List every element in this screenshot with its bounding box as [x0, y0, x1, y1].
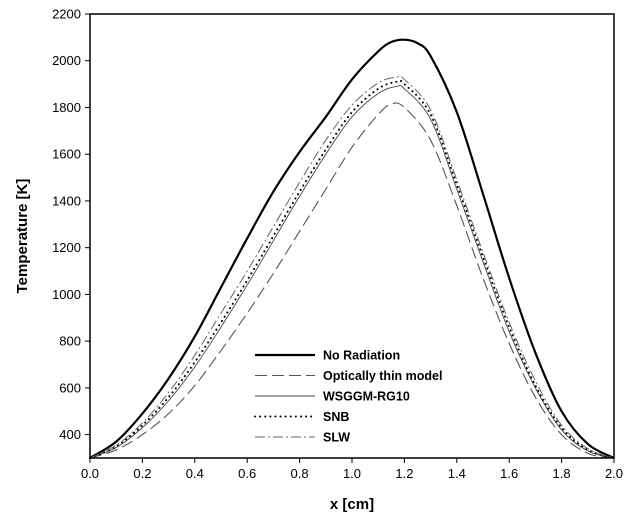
x-tick-label: 0.0 — [81, 466, 99, 481]
y-tick-label: 1800 — [52, 100, 81, 115]
x-tick-label: 0.2 — [133, 466, 151, 481]
y-tick-label: 2200 — [52, 7, 81, 22]
x-tick-label: 1.6 — [500, 466, 518, 481]
legend-label-1: No Radiation — [323, 349, 400, 363]
y-tick-label: 1400 — [52, 193, 81, 208]
x-tick-label: 2.0 — [605, 466, 623, 481]
x-tick-label: 1.4 — [448, 466, 466, 481]
ticks-layer: 0.0 0.2 0.4 0.6 0.8 1.0 1.2 1.4 1.6 1.8 2.0 400 600 8… — [52, 7, 623, 482]
series-line-2 — [89, 102, 615, 459]
x-tick-label: 1.0 — [343, 466, 361, 481]
series-line-3 — [89, 84, 615, 459]
legend-label-4: SNB — [323, 410, 349, 424]
y-tick-label: 1000 — [52, 287, 81, 302]
series-layer — [89, 38, 615, 459]
y-tick-label: 400 — [59, 427, 81, 442]
y-tick-label: 2000 — [52, 53, 81, 68]
x-tick-label: 0.6 — [238, 466, 256, 481]
series-line-1 — [89, 38, 615, 459]
legend: No Radiation Optically thin model WSGGM-RG… — [254, 349, 442, 445]
y-tick-label: 1200 — [52, 240, 81, 255]
legend-label-5: SLW — [323, 431, 350, 445]
y-tick-label: 800 — [59, 334, 81, 349]
y-axis-title: Temperature [K] — [14, 179, 31, 294]
y-tick-label: 600 — [59, 380, 81, 395]
x-tick-label: 1.8 — [553, 466, 571, 481]
x-tick-label: 1.2 — [395, 466, 413, 481]
x-axis-title: x [cm] — [330, 496, 374, 513]
series-line-5 — [89, 75, 615, 459]
x-tick-label: 0.8 — [291, 466, 309, 481]
x-tick-label: 0.4 — [186, 466, 204, 481]
legend-label-3: WSGGM-RG10 — [323, 390, 410, 404]
y-tick-label: 1600 — [52, 147, 81, 162]
legend-label-2: Optically thin model — [323, 369, 442, 383]
